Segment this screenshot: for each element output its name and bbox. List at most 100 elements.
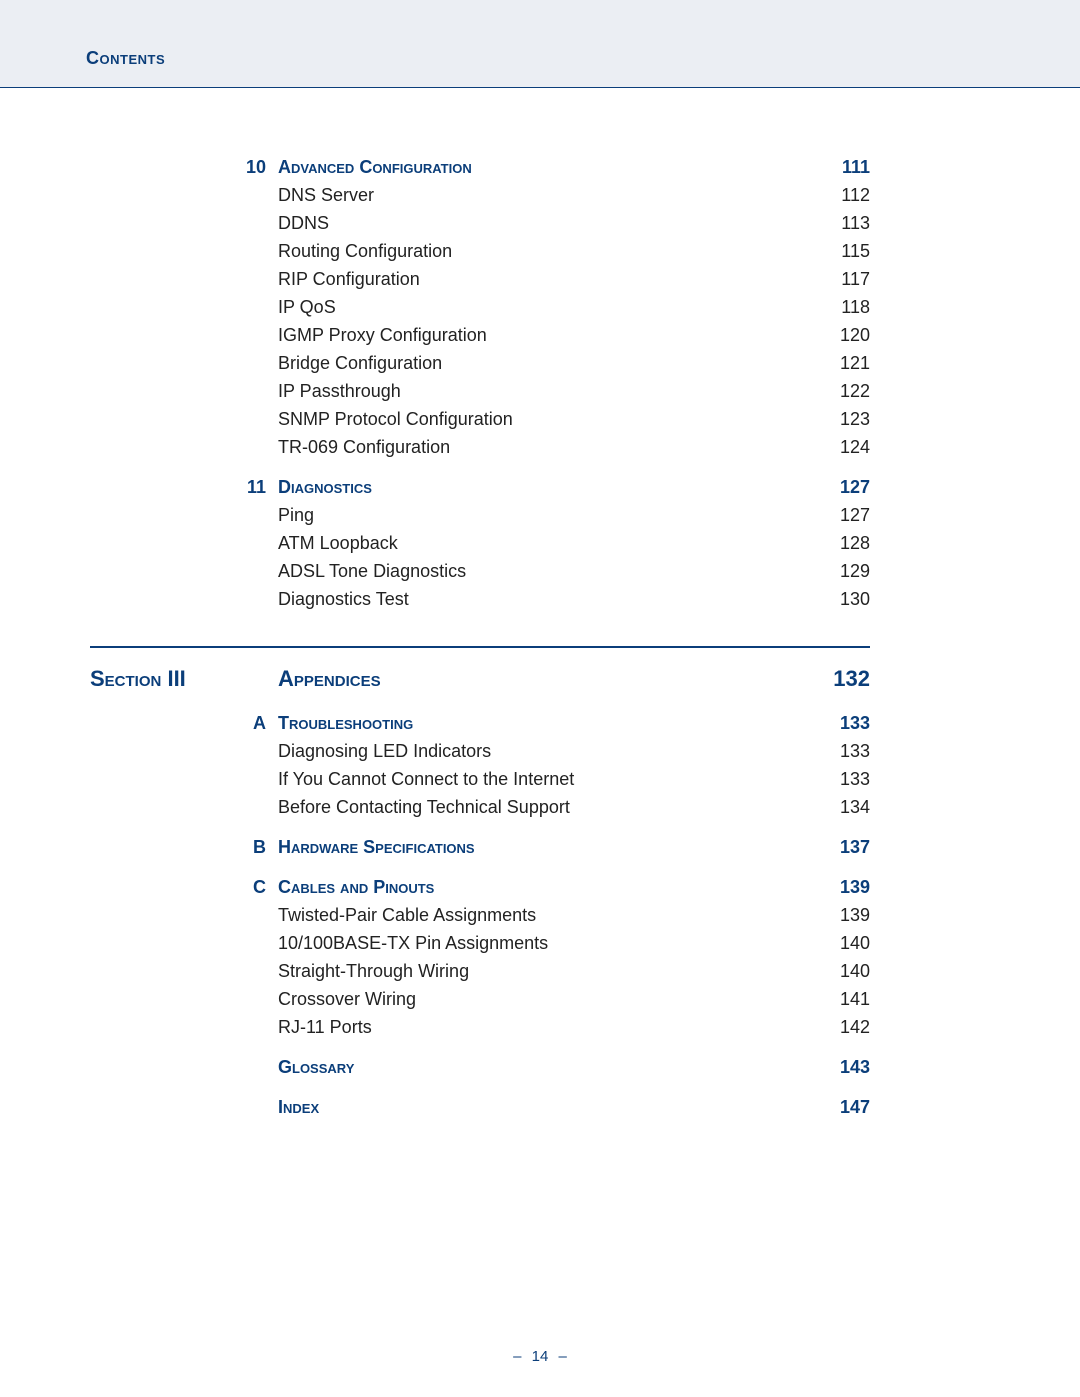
toc-entry-title: Twisted-Pair Cable Assignments xyxy=(278,906,810,924)
toc-chapter[interactable]: Glossary143 xyxy=(90,1058,870,1076)
toc-entry[interactable]: Diagnostics Test130 xyxy=(90,590,870,608)
toc-entry[interactable]: Ping127 xyxy=(90,506,870,524)
toc-entry[interactable]: Diagnosing LED Indicators133 xyxy=(90,742,870,760)
toc-entry-title: DNS Server xyxy=(278,186,810,204)
toc-chapter[interactable]: 11Diagnostics127 xyxy=(90,478,870,496)
toc-entry[interactable]: SNMP Protocol Configuration123 xyxy=(90,410,870,428)
toc-entry-page: 123 xyxy=(810,410,870,428)
toc-entry[interactable]: Before Contacting Technical Support134 xyxy=(90,798,870,816)
toc-entry[interactable]: ADSL Tone Diagnostics129 xyxy=(90,562,870,580)
toc-entry[interactable]: 10/100BASE-TX Pin Assignments140 xyxy=(90,934,870,952)
toc-entry-title: IGMP Proxy Configuration xyxy=(278,326,810,344)
toc-chapter[interactable]: BHardware Specifications137 xyxy=(90,838,870,856)
toc-entry-page: 139 xyxy=(810,906,870,924)
toc-chapter-page: 133 xyxy=(810,714,870,732)
toc-entry-title: IP Passthrough xyxy=(278,382,810,400)
toc-entry-title: RJ-11 Ports xyxy=(278,1018,810,1036)
toc-entry-title: RIP Configuration xyxy=(278,270,810,288)
toc-entry-page: 120 xyxy=(810,326,870,344)
toc-entry[interactable]: If You Cannot Connect to the Internet133 xyxy=(90,770,870,788)
toc-chapter-title: Index xyxy=(278,1098,810,1116)
toc-entry[interactable]: DDNS113 xyxy=(90,214,870,232)
toc-section[interactable]: Section IIIAppendices132 xyxy=(90,666,870,692)
toc-entry[interactable]: Bridge Configuration121 xyxy=(90,354,870,372)
header-title: Contents xyxy=(86,48,165,69)
header-band: Contents xyxy=(0,0,1080,88)
toc-entry-title: If You Cannot Connect to the Internet xyxy=(278,770,810,788)
toc-chapter-title: Advanced Configuration xyxy=(278,158,810,176)
toc-chapter-page: 143 xyxy=(810,1058,870,1076)
section-divider xyxy=(90,646,870,648)
toc-entry-title: Before Contacting Technical Support xyxy=(278,798,810,816)
toc-entry-title: IP QoS xyxy=(278,298,810,316)
toc-entry-title: Diagnostics Test xyxy=(278,590,810,608)
toc-chapter-number: A xyxy=(90,714,278,732)
footer-dash-right: – xyxy=(553,1348,573,1365)
toc-entry[interactable]: RIP Configuration117 xyxy=(90,270,870,288)
toc-chapter[interactable]: CCables and Pinouts139 xyxy=(90,878,870,896)
toc-section-label: Section III xyxy=(90,666,278,692)
toc-chapter-title: Diagnostics xyxy=(278,478,810,496)
toc-entry-page: 127 xyxy=(810,506,870,524)
toc-entry-title: DDNS xyxy=(278,214,810,232)
toc-entry-page: 129 xyxy=(810,562,870,580)
toc-entry[interactable]: IP Passthrough122 xyxy=(90,382,870,400)
toc-chapter[interactable]: 10Advanced Configuration111 xyxy=(90,158,870,176)
toc-entry-title: Bridge Configuration xyxy=(278,354,810,372)
toc-entry-page: 115 xyxy=(810,242,870,260)
toc-entry[interactable]: TR-069 Configuration124 xyxy=(90,438,870,456)
toc-chapter-number: B xyxy=(90,838,278,856)
toc-entry[interactable]: Straight-Through Wiring140 xyxy=(90,962,870,980)
toc-entry[interactable]: IP QoS118 xyxy=(90,298,870,316)
toc-entry-title: Crossover Wiring xyxy=(278,990,810,1008)
toc-chapter-number: C xyxy=(90,878,278,896)
toc-entry-page: 133 xyxy=(810,742,870,760)
toc-entry-title: Ping xyxy=(278,506,810,524)
toc-entry-title: 10/100BASE-TX Pin Assignments xyxy=(278,934,810,952)
page: Contents 10Advanced Configuration111 DNS … xyxy=(0,0,1080,1397)
toc-chapter-page: 111 xyxy=(810,158,870,176)
toc-entry-page: 118 xyxy=(810,298,870,316)
toc-chapter-title: Glossary xyxy=(278,1058,810,1076)
toc-entry-page: 141 xyxy=(810,990,870,1008)
toc-entry-page: 140 xyxy=(810,934,870,952)
toc-entry-page: 121 xyxy=(810,354,870,372)
toc-chapter-number: 11 xyxy=(90,478,278,496)
toc-entry-page: 124 xyxy=(810,438,870,456)
toc-chapter-title: Troubleshooting xyxy=(278,714,810,732)
toc-entry-title: ADSL Tone Diagnostics xyxy=(278,562,810,580)
toc-entry-page: 140 xyxy=(810,962,870,980)
toc-chapter-page: 139 xyxy=(810,878,870,896)
footer-dash-left: – xyxy=(507,1348,527,1365)
toc-entry-title: TR-069 Configuration xyxy=(278,438,810,456)
table-of-contents: 10Advanced Configuration111 DNS Server112… xyxy=(90,140,870,1122)
toc-chapter-page: 127 xyxy=(810,478,870,496)
toc-entry-title: ATM Loopback xyxy=(278,534,810,552)
toc-chapter-page: 147 xyxy=(810,1098,870,1116)
toc-entry[interactable]: RJ-11 Ports142 xyxy=(90,1018,870,1036)
toc-entry-page: 130 xyxy=(810,590,870,608)
toc-entry[interactable]: Twisted-Pair Cable Assignments139 xyxy=(90,906,870,924)
footer-page-number: 14 xyxy=(532,1348,549,1365)
toc-chapter-page: 137 xyxy=(810,838,870,856)
toc-entry-page: 128 xyxy=(810,534,870,552)
toc-entry-title: Routing Configuration xyxy=(278,242,810,260)
toc-chapter-title: Hardware Specifications xyxy=(278,838,810,856)
toc-section-page: 132 xyxy=(810,666,870,692)
toc-entry[interactable]: IGMP Proxy Configuration120 xyxy=(90,326,870,344)
toc-entry-title: Diagnosing LED Indicators xyxy=(278,742,810,760)
toc-entry-page: 113 xyxy=(810,214,870,232)
toc-chapter-title: Cables and Pinouts xyxy=(278,878,810,896)
toc-entry-page: 133 xyxy=(810,770,870,788)
toc-entry[interactable]: Crossover Wiring141 xyxy=(90,990,870,1008)
toc-entry[interactable]: Routing Configuration115 xyxy=(90,242,870,260)
page-footer: – 14 – xyxy=(0,1348,1080,1365)
toc-entry[interactable]: ATM Loopback128 xyxy=(90,534,870,552)
toc-entry[interactable]: DNS Server112 xyxy=(90,186,870,204)
toc-chapter[interactable]: ATroubleshooting133 xyxy=(90,714,870,732)
toc-entry-page: 134 xyxy=(810,798,870,816)
toc-entry-page: 122 xyxy=(810,382,870,400)
toc-entry-page: 142 xyxy=(810,1018,870,1036)
toc-chapter[interactable]: Index147 xyxy=(90,1098,870,1116)
toc-entry-page: 112 xyxy=(810,186,870,204)
